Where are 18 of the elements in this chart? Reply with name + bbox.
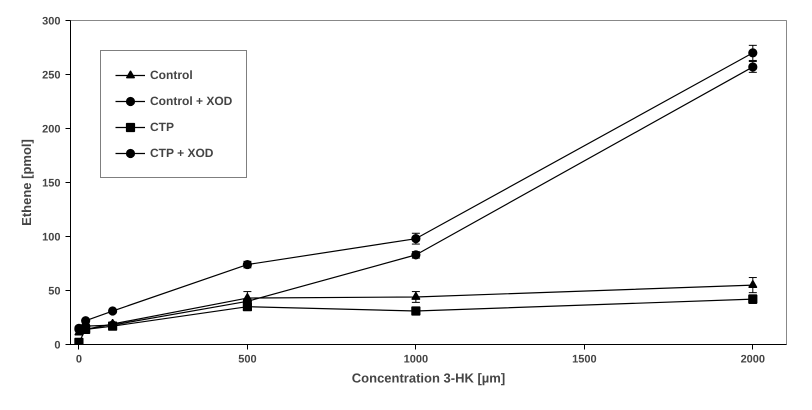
y-tick-label: 250 [42,70,61,82]
x-tick-label: 0 [76,354,82,366]
y-tick-label: 0 [54,340,61,352]
legend-label: Control + XOD [150,94,232,108]
x-axis-title: Concentration 3-HK [µm] [352,370,506,386]
y-tick-label: 50 [48,286,61,298]
legend-label: CTP + XOD [150,146,214,160]
y-tick-label: 150 [42,178,61,190]
x-tick-label: 1000 [404,354,428,366]
x-tick-label: 1500 [572,354,597,366]
legend-label: CTP [150,120,174,134]
y-tick-label: 300 [42,16,61,28]
legend-label: Control [150,68,193,82]
x-tick-label: 500 [238,354,257,366]
y-tick-label: 100 [42,232,61,244]
x-tick-label: 2000 [740,354,766,366]
y-axis-title: Ethene [pmol] [19,139,34,226]
y-tick-label: 200 [42,124,61,136]
